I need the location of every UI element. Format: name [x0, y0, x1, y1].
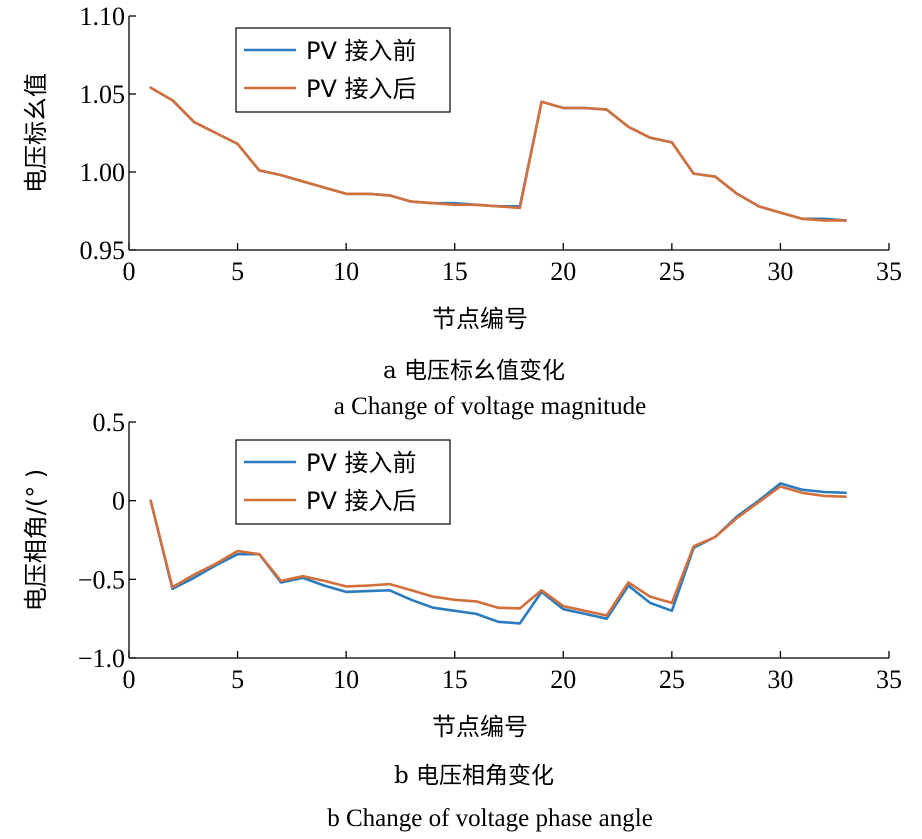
x-tick-label: 35 [876, 665, 902, 694]
legend-frame [235, 439, 451, 525]
x-tick-label: 15 [442, 665, 468, 694]
legend-frame [235, 27, 451, 113]
legend-label-before: PV 接入前 [306, 449, 417, 477]
y-tick-label: −0.5 [78, 565, 125, 594]
x-axis-title: 节点编号 [432, 713, 528, 741]
caption-en: b Change of voltage phase angle [327, 805, 653, 832]
caption-cn: b 电压相角变化 [394, 763, 554, 789]
y-tick-label: −1.0 [78, 644, 125, 673]
legend: PV 接入前 PV 接入后 [235, 27, 451, 113]
y-axis-title: 电压标幺值 [22, 73, 50, 193]
x-tick-label: 30 [767, 257, 793, 286]
x-tick-label: 25 [659, 665, 685, 694]
x-tick-label: 0 [123, 257, 136, 286]
x-tick-label: 5 [231, 665, 244, 694]
y-tick-label: 1.00 [80, 158, 126, 187]
y-axis-title: 电压相角/(° ) [22, 469, 50, 611]
caption-cn: a 电压标幺值变化 [383, 358, 565, 384]
x-tick-label: 10 [333, 257, 359, 286]
x-axis-title: 节点编号 [432, 305, 528, 333]
x-tick-label: 5 [231, 257, 244, 286]
chart-b: 0 5 10 15 20 25 30 35 −1.0 −0.5 0 0.5 电压相角/(° ) 节点编号 P… [22, 408, 902, 832]
legend-label-before: PV 接入前 [306, 37, 417, 65]
x-tick-label: 35 [876, 257, 902, 286]
x-tick-label: 20 [550, 257, 576, 286]
x-tick-label: 0 [123, 665, 136, 694]
y-tick-label: 0.5 [93, 408, 126, 437]
y-tick-label: 1.05 [80, 80, 126, 109]
series-line-after [149, 485, 847, 617]
y-tick-label: 1.10 [80, 2, 126, 31]
y-tick-label: 0 [112, 487, 125, 516]
legend-label-after: PV 接入后 [306, 487, 417, 515]
series-line-after [149, 86, 847, 222]
x-tick-label: 20 [550, 665, 576, 694]
legend-label-after: PV 接入后 [306, 75, 417, 103]
caption-en: a Change of voltage magnitude [334, 393, 646, 420]
x-tick-label: 25 [659, 257, 685, 286]
x-tick-label: 30 [767, 665, 793, 694]
legend: PV 接入前 PV 接入后 [235, 439, 451, 525]
x-tick-label: 15 [442, 257, 468, 286]
x-tick-label: 10 [333, 665, 359, 694]
y-tick-label: 0.95 [80, 236, 126, 265]
